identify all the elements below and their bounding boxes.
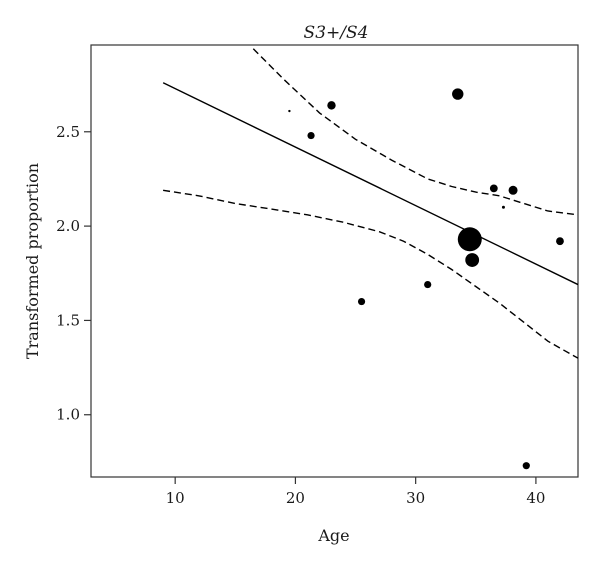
y-tick-label: 2.0 — [56, 217, 80, 235]
data-point-3 — [327, 101, 336, 110]
y-axis-label: Transformed proportion — [23, 163, 42, 359]
y-tick-label: 1.0 — [56, 406, 80, 424]
data-point-2 — [307, 131, 315, 140]
x-tick-label: 20 — [286, 489, 305, 507]
data-point-10 — [501, 205, 505, 209]
data-point-5 — [424, 280, 432, 289]
x-axis-label: Age — [317, 526, 349, 545]
data-point-13 — [556, 237, 564, 246]
data-point-11 — [508, 185, 518, 195]
x-tick-label: 40 — [526, 489, 545, 507]
data-point-6 — [452, 88, 464, 100]
data-point-7 — [457, 227, 482, 252]
data-point-4 — [357, 297, 366, 306]
regression-line — [162, 82, 578, 286]
data-point-1 — [288, 109, 291, 113]
data-point-12 — [522, 462, 530, 470]
chart-title: S3+/S4 — [304, 23, 369, 43]
data-point-8 — [465, 253, 480, 267]
y-tick-label: 1.5 — [56, 311, 80, 329]
lower-confidence-band — [162, 189, 578, 359]
axes-layer: 10 20 30 40 1.0 1.5 2.0 2.5 — [56, 123, 545, 507]
x-tick-label: 30 — [406, 489, 425, 507]
series-layer — [162, 48, 578, 470]
upper-confidence-band — [252, 48, 578, 216]
plot-frame — [90, 44, 579, 478]
y-tick-label: 2.5 — [56, 123, 80, 141]
data-point-9 — [489, 184, 498, 193]
x-tick-label: 10 — [166, 489, 185, 507]
